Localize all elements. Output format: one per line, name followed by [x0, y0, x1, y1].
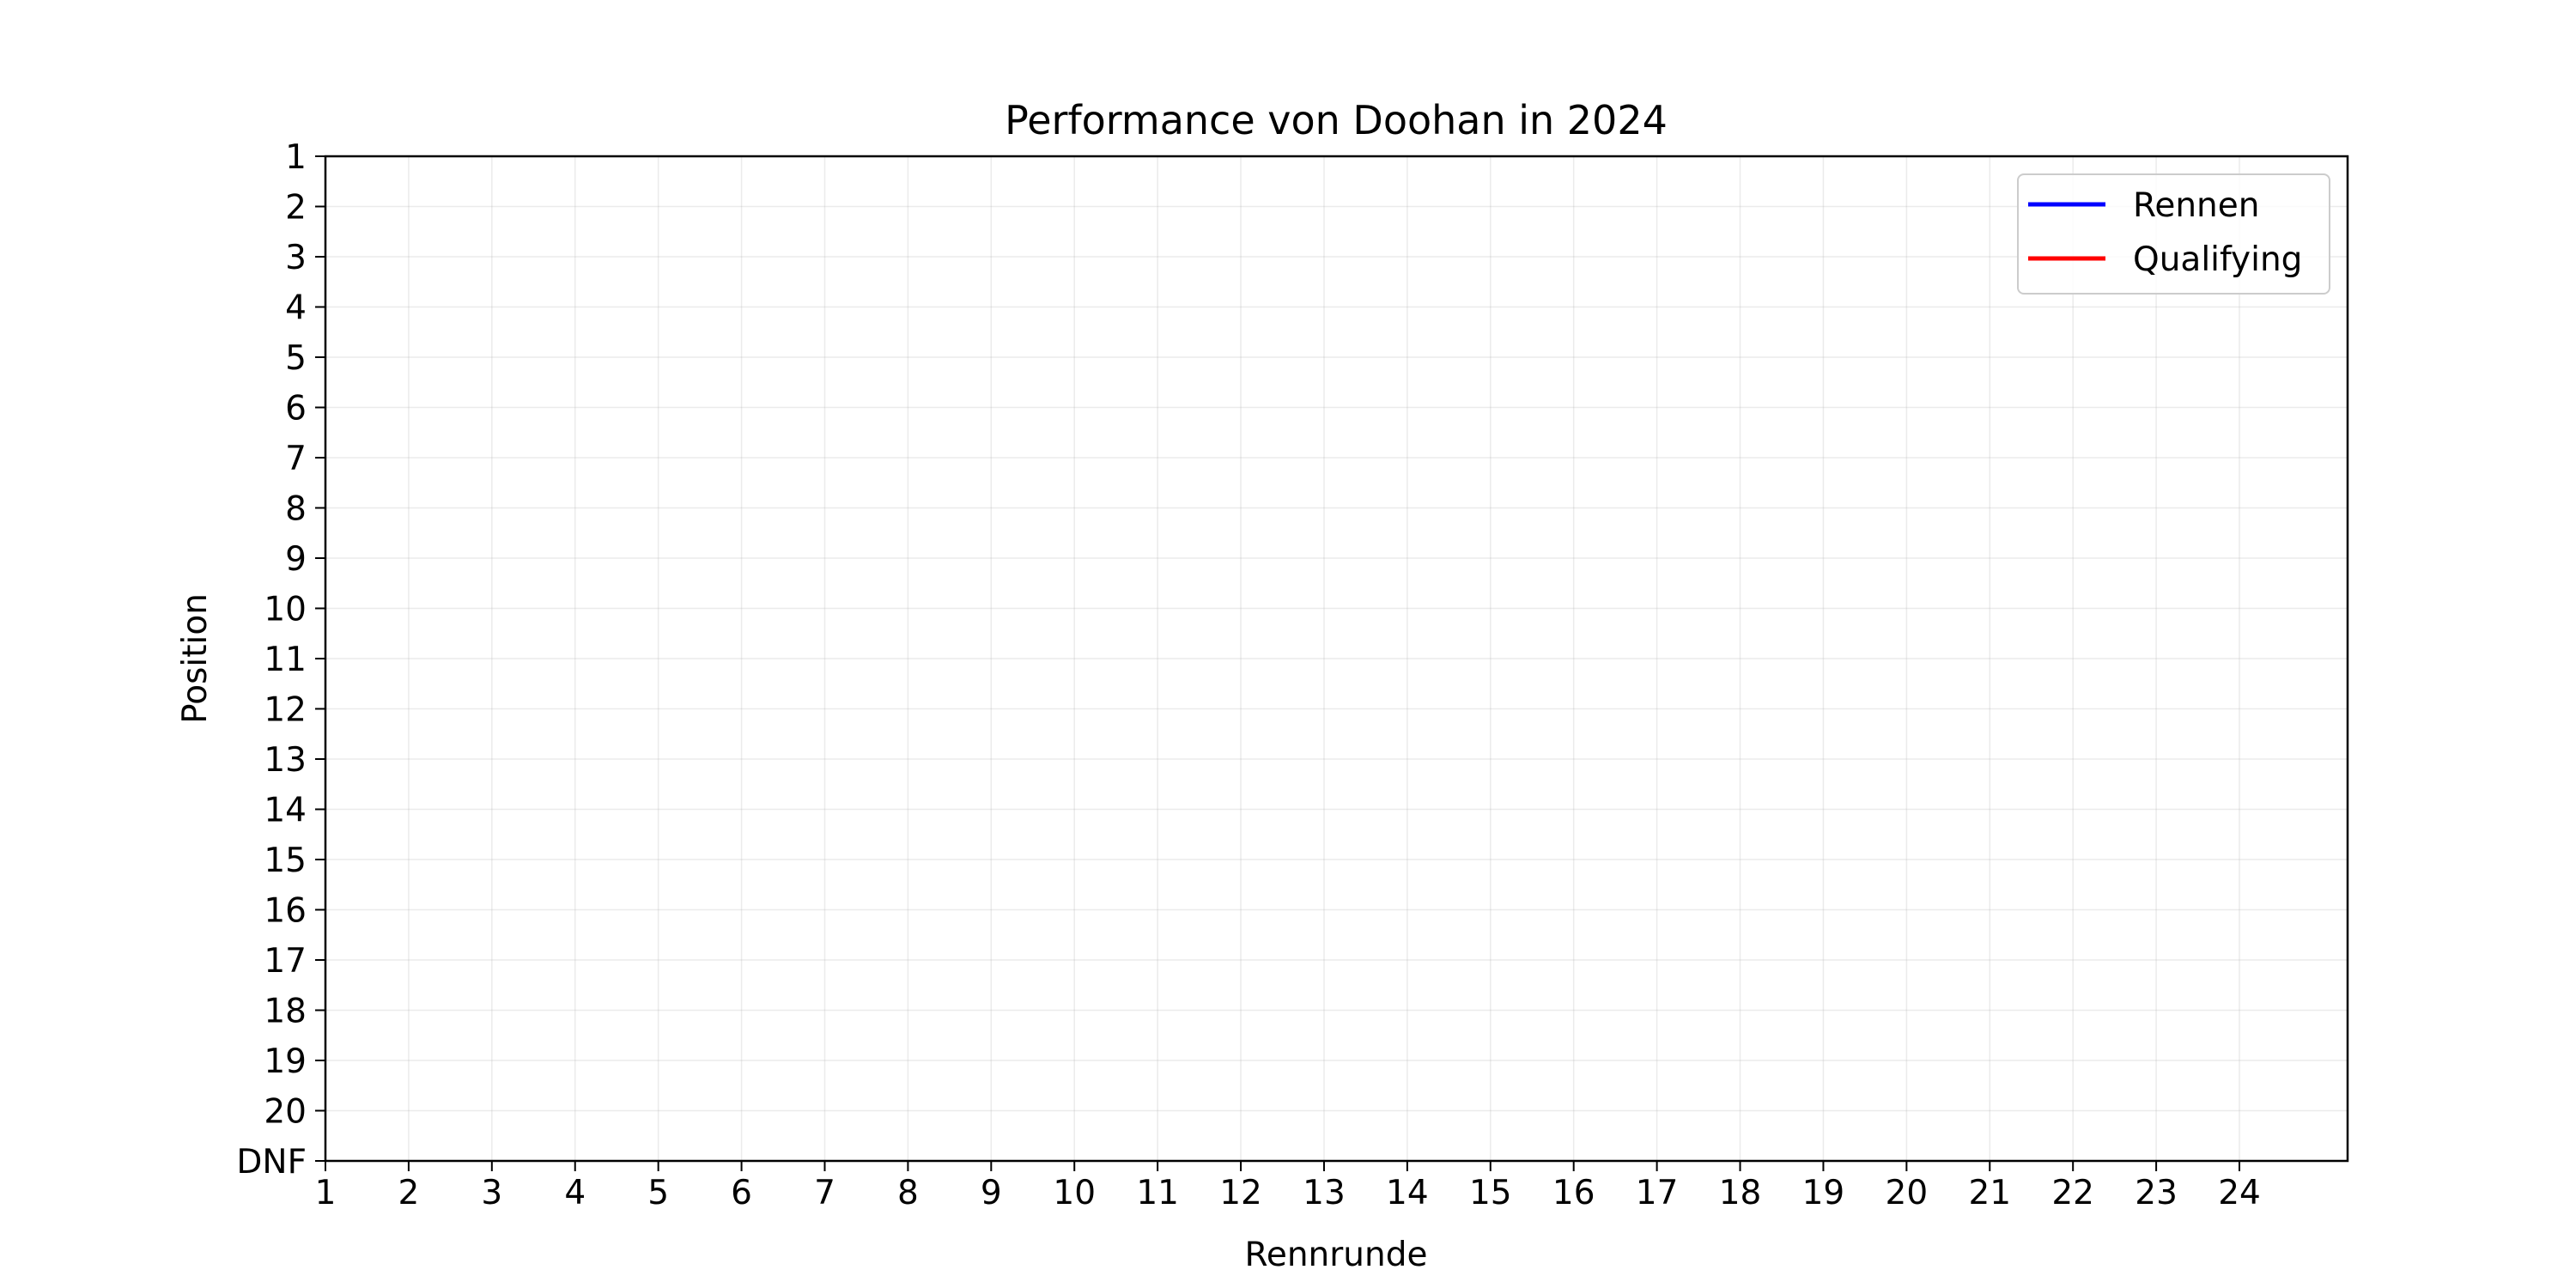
x-tick-label: 16 [1552, 1174, 1595, 1212]
x-tick-label: 14 [1386, 1174, 1429, 1212]
grid [325, 155, 2348, 1162]
y-tick-label: 20 [264, 1093, 307, 1132]
y-tick-label: DNF [236, 1143, 307, 1182]
legend: Rennen Qualifying [2017, 173, 2330, 295]
y-tick-label: 10 [264, 591, 307, 629]
x-tick-label: 18 [1719, 1174, 1762, 1212]
y-tick-label: 7 [285, 440, 307, 478]
x-tick-label: 4 [564, 1174, 586, 1212]
chart-title: Performance von Doohan in 2024 [1005, 97, 1668, 143]
x-tick-label: 8 [897, 1174, 919, 1212]
x-axis-ticks: 1 2 3 4 5 6 7 8 9 10 11 12 13 14 15 16 17 18 19 20 21 22 23 24 [315, 1161, 2261, 1212]
x-tick-label: 15 [1469, 1174, 1512, 1212]
y-tick-label: 2 [285, 189, 307, 228]
x-tick-label: 5 [647, 1174, 669, 1212]
y-tick-label: 14 [264, 792, 307, 830]
x-tick-label: 24 [2218, 1174, 2261, 1212]
x-axis-label: Rennrunde [1245, 1236, 1428, 1274]
x-tick-label: 3 [481, 1174, 502, 1212]
y-tick-label: 4 [285, 289, 307, 328]
x-tick-label: 10 [1053, 1174, 1096, 1212]
y-tick-label: 12 [264, 691, 307, 730]
y-tick-label: 3 [285, 239, 307, 277]
x-tick-label: 6 [731, 1174, 752, 1212]
x-tick-label: 17 [1636, 1174, 1679, 1212]
x-tick-label: 20 [1886, 1174, 1929, 1212]
legend-label-rennen: Rennen [2133, 186, 2260, 225]
y-tick-label: 16 [264, 892, 307, 931]
x-tick-label: 13 [1303, 1174, 1346, 1212]
y-tick-label: 15 [264, 841, 307, 880]
y-tick-label: 1 [285, 138, 307, 177]
y-axis-label: Position [176, 593, 215, 724]
x-tick-label: 12 [1219, 1174, 1262, 1212]
x-tick-label: 1 [315, 1174, 337, 1212]
y-tick-label: 11 [264, 641, 307, 679]
y-tick-label: 6 [285, 390, 307, 428]
x-tick-label: 2 [398, 1174, 419, 1212]
x-tick-label: 19 [1802, 1174, 1845, 1212]
x-tick-label: 9 [981, 1174, 1002, 1212]
y-tick-label: 13 [264, 741, 307, 780]
y-tick-label: 8 [285, 490, 307, 529]
x-tick-label: 11 [1136, 1174, 1179, 1212]
x-tick-label: 22 [2051, 1174, 2094, 1212]
y-tick-label: 17 [264, 942, 307, 981]
y-tick-label: 9 [285, 540, 307, 579]
y-tick-label: 18 [264, 993, 307, 1031]
x-tick-label: 21 [1968, 1174, 2011, 1212]
legend-label-qualifying: Qualifying [2133, 240, 2302, 279]
y-tick-label: 19 [264, 1042, 307, 1081]
y-tick-label: 5 [285, 339, 307, 378]
x-tick-label: 23 [2135, 1174, 2178, 1212]
x-tick-label: 7 [814, 1174, 835, 1212]
